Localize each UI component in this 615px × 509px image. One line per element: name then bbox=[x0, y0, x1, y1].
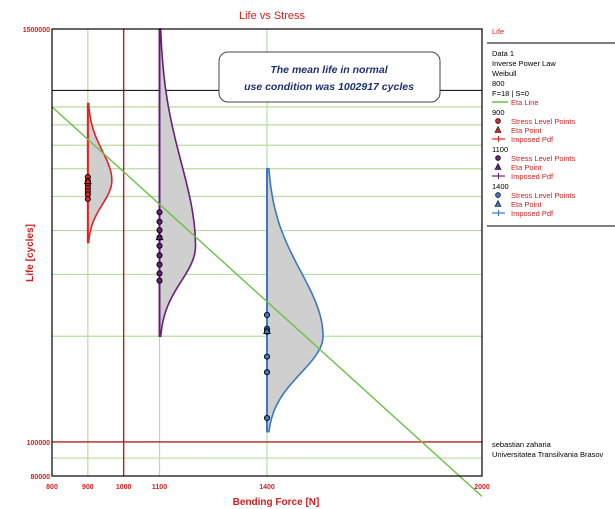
stress-level-points bbox=[83, 174, 271, 422]
pdf-900 bbox=[87, 102, 113, 244]
y-tick-100000: 100000 bbox=[27, 440, 50, 447]
legend-eta-swatch-1100 bbox=[494, 162, 502, 170]
legend-header: Life bbox=[492, 27, 504, 36]
plot-frame bbox=[51, 28, 483, 477]
point-1100-5 bbox=[156, 252, 163, 259]
footer-author: sebastian zaharia bbox=[492, 440, 552, 449]
callout-box bbox=[218, 51, 441, 103]
legend-eta-line: Eta Line bbox=[511, 98, 539, 107]
legend-group-1100: 1100 bbox=[492, 145, 508, 154]
eta-line bbox=[51, 106, 483, 497]
point-900-6 bbox=[84, 195, 91, 203]
legend-eta-label-900: Eta Point bbox=[511, 126, 542, 135]
point-1100-0 bbox=[156, 209, 163, 216]
point-1100-2 bbox=[156, 227, 163, 234]
eta-point-1400 bbox=[263, 326, 271, 334]
legend-points-label-1100: Stress Level Points bbox=[511, 154, 575, 163]
pdf-1100 bbox=[158, 28, 197, 338]
y-axis-title: Life [cycles] bbox=[25, 224, 36, 282]
legend-pdf-label-1400: Imposed Pdf bbox=[511, 209, 554, 218]
legend-eta-swatch-900 bbox=[494, 125, 502, 133]
legend-distribution: Weibull bbox=[492, 69, 517, 78]
legend-point-swatch-1100 bbox=[495, 155, 501, 161]
pdf-1400 bbox=[266, 167, 324, 433]
y-tick-1500000: 1500000 bbox=[23, 27, 50, 34]
point-1100-1 bbox=[156, 218, 163, 225]
x-tick-800: 800 bbox=[46, 484, 58, 491]
point-1100-4 bbox=[156, 242, 163, 249]
eta-point-1100 bbox=[155, 232, 164, 241]
legend-point-swatch-1400 bbox=[495, 192, 501, 198]
legend-points-label-1400: Stress Level Points bbox=[511, 191, 575, 200]
annotation-callout: The mean life in normal use condition wa… bbox=[218, 51, 441, 103]
y-tick-80000: 80000 bbox=[31, 474, 51, 481]
legend-pdf-label-1100: Imposed Pdf bbox=[511, 172, 554, 181]
callout-line-2: use condition was 1002917 cycles bbox=[244, 81, 414, 93]
eta-line-path bbox=[51, 106, 483, 497]
legend-model: Inverse Power Law bbox=[492, 59, 556, 68]
x-tick-labels: 800 900 1000 1100 1400 2000 bbox=[46, 484, 490, 491]
imposed-pdf-curves bbox=[86, 28, 324, 433]
x-tick-2000: 2000 bbox=[474, 484, 490, 491]
x-axis-title: Bending Force [N] bbox=[233, 497, 320, 508]
eta-point-900 bbox=[83, 176, 92, 185]
legend-eta-label-1100: Eta Point bbox=[511, 163, 542, 172]
x-tick-900: 900 bbox=[82, 484, 94, 491]
legend-eta-label-1400: Eta Point bbox=[511, 200, 542, 209]
x-tick-1000: 1000 bbox=[116, 484, 132, 491]
point-1100-6 bbox=[156, 261, 163, 268]
point-1400-3 bbox=[263, 353, 271, 360]
legend-failures: F=18 | S=0 bbox=[492, 89, 529, 98]
legend-point-swatch-900 bbox=[495, 118, 501, 124]
point-1400-5 bbox=[263, 414, 271, 422]
legend-group-1400: 1400 bbox=[492, 182, 509, 191]
legend-eta-swatch-1400 bbox=[494, 199, 502, 207]
legend-dataset-name: Data 1 bbox=[492, 49, 514, 58]
legend: Life Data 1 Inverse Power Law Weibull 80… bbox=[487, 27, 615, 459]
x-tick-1100: 1100 bbox=[152, 484, 167, 491]
legend-use-stress: 800 bbox=[492, 79, 505, 88]
callout-line-1: The mean life in normal bbox=[270, 64, 388, 76]
point-1400-4 bbox=[263, 369, 271, 376]
legend-pdf-label-900: Imposed Pdf bbox=[511, 135, 554, 144]
x-tick-1400: 1400 bbox=[259, 484, 275, 491]
chart-title: Life vs Stress bbox=[239, 10, 306, 22]
legend-points-label-900: Stress Level Points bbox=[511, 117, 575, 126]
footer-institution: Universitatea Transilvania Brasov bbox=[492, 450, 604, 459]
y-tick-labels: 1500000 100000 80000 bbox=[23, 27, 50, 481]
point-1400-0 bbox=[263, 311, 271, 319]
point-1100-8 bbox=[156, 277, 163, 284]
legend-group-900: 900 bbox=[492, 108, 505, 117]
point-1100-7 bbox=[156, 270, 163, 277]
